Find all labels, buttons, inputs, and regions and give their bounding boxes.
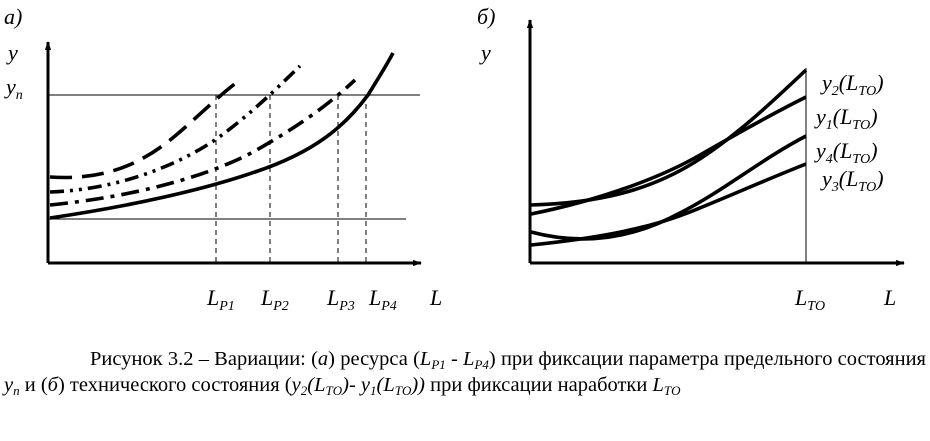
panel-b: б) y y2(LТО) y1(LТО) y4(LТО) y3(LТО) LТО… — [477, 4, 905, 314]
panel-b-tag: б) — [477, 4, 495, 29]
panel-a-x-axis-label: L — [429, 285, 442, 310]
tick-label-lp3: LР3 — [326, 285, 355, 314]
caption-text: Рисунок 3.2 – Вариации: (а) ресурса (LР1… — [4, 348, 926, 398]
tick-label-lp1: LР1 — [206, 285, 235, 314]
curve-dash-dot-dot — [49, 64, 302, 194]
curve-solid — [49, 52, 395, 220]
curve-dash-dot — [49, 78, 357, 207]
curve-label-y2: y2(LТО) — [820, 70, 884, 99]
panel-a-y-axis-label: y — [6, 40, 18, 65]
panel-b-x-axis-label: L — [883, 285, 896, 310]
curve-dashed — [49, 78, 242, 180]
tick-label-lp2: LР2 — [260, 285, 289, 314]
panel-a-tag: а) — [4, 4, 22, 29]
panel-b-y-axis-label: y — [479, 40, 491, 65]
tick-label-lto: LТО — [794, 285, 825, 314]
curve-y2 — [530, 68, 808, 207]
tick-label-lp4: LР4 — [368, 285, 397, 314]
panel-a-threshold-label: yп — [4, 74, 23, 103]
curve-label-y1: y1(LТО) — [814, 104, 878, 133]
curve-y1 — [530, 95, 807, 216]
curve-label-y4: y4(LТО) — [814, 138, 878, 167]
curve-label-y3: y3(LТО) — [820, 166, 884, 195]
panel-a: а) y yп LР1 LР2 LР3 LР4 L — [4, 4, 442, 314]
curve-y4 — [530, 134, 807, 241]
figure: а) y yп LР1 LР2 LР3 LР4 L б) y — [4, 4, 905, 314]
figure-caption: Рисунок 3.2 – Вариации: (а) ресурса (LР1… — [4, 346, 926, 398]
curve-y3 — [530, 162, 807, 247]
